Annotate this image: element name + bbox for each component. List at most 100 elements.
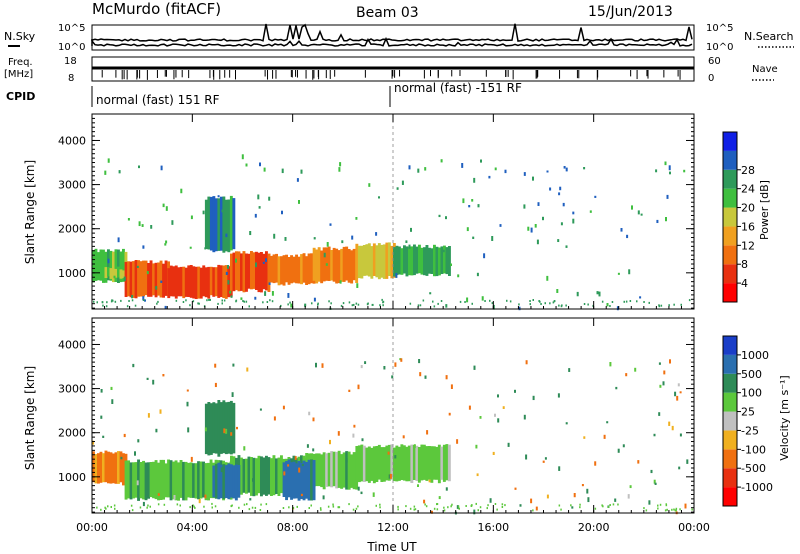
echo-cell [177, 462, 180, 501]
scatter-echo [186, 401, 189, 407]
ground-scatter [223, 299, 226, 302]
ground-scatter [101, 301, 104, 304]
ground-scatter [484, 300, 486, 302]
colorbar-segment [723, 487, 737, 506]
scatter-echo [189, 246, 192, 249]
scatter-echo [507, 442, 510, 447]
echo-cell [440, 446, 444, 480]
scatter-echo [615, 386, 618, 390]
ground-scatter [457, 505, 460, 508]
echo-cell [300, 254, 303, 285]
echo-cell [107, 249, 110, 281]
ground-scatter [465, 505, 467, 507]
echo-cell [199, 267, 203, 299]
y-tick-label: 4000 [58, 338, 86, 351]
scatter-echo [300, 493, 303, 497]
scatter-echo [563, 166, 566, 169]
scatter-echo [110, 386, 113, 391]
scatter-echo [227, 265, 229, 269]
echo-cell [397, 446, 401, 481]
scatter-echo [664, 161, 667, 166]
echo-cell [104, 450, 108, 483]
ground-scatter [433, 507, 436, 510]
echo-cell [437, 444, 441, 484]
y-tick-label: 3000 [58, 179, 86, 192]
echo-cell [142, 260, 145, 297]
ground-scatter [156, 302, 158, 305]
scatter-echo [217, 195, 220, 198]
scatter-echo [107, 158, 110, 163]
ground-scatter [157, 300, 159, 303]
scatter-echo [658, 362, 661, 365]
echo-cell [347, 451, 351, 490]
echo-cell [408, 247, 411, 276]
scatter-echo [383, 366, 386, 370]
echo-cell [232, 465, 236, 499]
scatter-echo [171, 220, 174, 225]
echo-cell [107, 451, 110, 484]
ground-scatter [342, 302, 345, 305]
ground-scatter [477, 509, 479, 512]
scatter-echo [678, 466, 681, 470]
scatter-echo [368, 183, 371, 187]
scatter-echo [308, 411, 311, 416]
scatter-echo [281, 210, 283, 215]
scatter-echo [523, 414, 526, 420]
scatter-echo [134, 451, 136, 456]
scatter-echo [152, 379, 155, 385]
scatter-echo [527, 226, 530, 231]
echo-cell [420, 444, 424, 481]
ground-scatter [464, 301, 466, 303]
scatter-echo [138, 165, 140, 169]
ground-scatter [560, 508, 562, 511]
ground-scatter [340, 304, 343, 307]
ground-scatter [671, 508, 673, 511]
echo-cell [224, 199, 228, 252]
echo-cell [277, 256, 281, 286]
echo-cell [182, 266, 186, 299]
ground-scatter [673, 303, 675, 306]
scatter-echo [190, 456, 193, 462]
scatter-echo [466, 227, 469, 232]
echo-cell [164, 260, 168, 296]
scatter-echo [123, 433, 126, 438]
echo-cell [330, 451, 334, 488]
echo-cell [340, 454, 344, 489]
echo-cell [242, 458, 246, 493]
ground-scatter [660, 304, 663, 307]
echo-cell [312, 247, 316, 281]
ground-scatter [594, 507, 597, 510]
freq-unit-label: [MHz] [4, 69, 33, 80]
echo-cell [375, 245, 379, 278]
nave-label: Nave [752, 64, 778, 75]
echo-cell [214, 463, 218, 499]
echo-cell [132, 261, 135, 298]
ground-scatter [414, 508, 417, 511]
nave-tick-top: 60 [708, 56, 721, 67]
colorbar-segment [723, 411, 737, 431]
ground-scatter [648, 301, 650, 304]
ground-scatter [245, 300, 248, 303]
ground-scatter [432, 300, 434, 303]
ground-scatter [192, 300, 195, 303]
scatter-echo [686, 459, 689, 464]
ground-scatter [179, 504, 181, 507]
scatter-echo [617, 448, 620, 453]
scatter-echo [535, 506, 538, 511]
scatter-echo [410, 227, 412, 232]
scatter-echo [468, 205, 471, 208]
ground-scatter [506, 299, 508, 302]
ground-scatter [659, 503, 662, 506]
ground-scatter [679, 508, 681, 511]
ground-scatter [409, 507, 412, 510]
scatter-echo [236, 426, 238, 430]
echo-cell [365, 244, 369, 276]
scatter-echo [461, 163, 464, 168]
ground-scatter [251, 506, 254, 509]
velocity-ylabel: Slant Range [km] [23, 366, 37, 470]
colorbar-tick-label: -100 [741, 443, 766, 456]
scatter-echo [187, 427, 190, 433]
ground-scatter [629, 300, 632, 302]
echo-cell [415, 445, 419, 481]
echo-cell [207, 402, 211, 456]
